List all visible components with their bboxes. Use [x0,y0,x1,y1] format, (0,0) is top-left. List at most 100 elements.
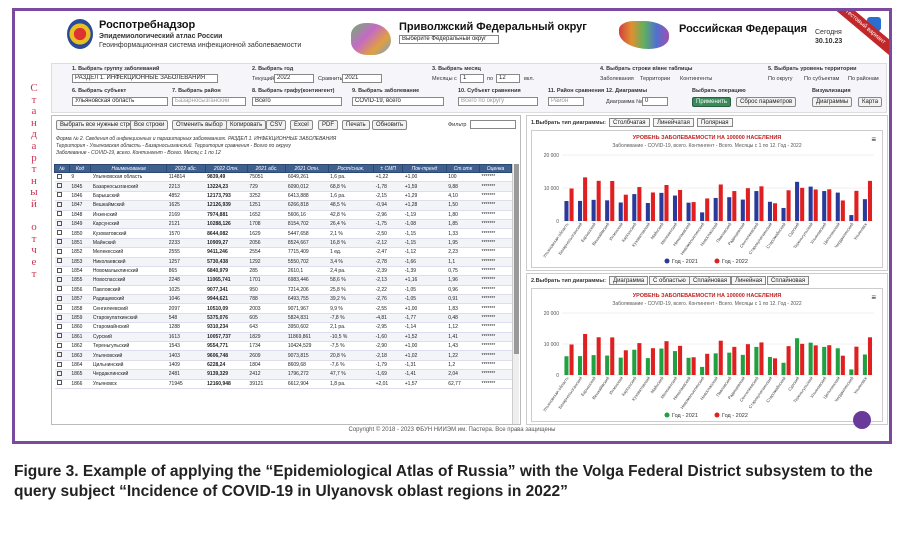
chart1-tab-bar[interactable]: Столбчатая [609,118,650,127]
month-from-input[interactable]: 1 [460,74,484,83]
level-district-radio[interactable]: По округу [768,76,793,82]
row-checkbox[interactable] [54,172,70,183]
compare-subject-select[interactable]: Всего по округу [458,97,538,106]
table-row[interactable]: 1850 Кузоватовский 1570 8644,082 1629 5447,65… [54,228,512,239]
chart2-tab-area[interactable]: С областью [649,276,690,285]
row-checkbox[interactable] [54,360,70,371]
region-select[interactable]: Базарносызганский [172,97,246,106]
checkbox-icon[interactable] [56,314,62,320]
row-checkbox[interactable] [54,238,70,249]
disease-select[interactable]: COVID-19, всего [352,97,444,106]
table-header[interactable]: ± СМП [373,164,404,173]
row-checkbox[interactable] [54,191,70,202]
checkbox-icon[interactable] [56,258,62,264]
row-checkbox[interactable] [54,275,70,286]
refresh-button[interactable]: Обновить [372,120,408,130]
checkbox-icon[interactable] [56,239,62,245]
checkbox-icon[interactable] [56,370,62,376]
table-header[interactable]: № [54,164,70,173]
row-checkbox[interactable] [54,200,70,211]
checkbox-icon[interactable] [56,352,62,358]
row-checkbox[interactable] [54,219,70,230]
checkbox-icon[interactable] [56,286,62,292]
table-row[interactable]: 1854 Новомалыклинский 865 6840,979 285 2610,1… [54,266,512,277]
table-row[interactable]: 1859 Старокулаткинский 548 5375,076 605 5824,… [54,313,512,324]
excel-button[interactable]: Excel [290,120,313,130]
checkbox-icon[interactable] [56,342,62,348]
copy-button[interactable]: Копировать [226,120,267,130]
table-row[interactable]: 9 Ульяновская область 114814 9839,49 75051 60… [54,172,512,183]
table-row[interactable]: 1855 Новоспасский 2248 11065,741 1701 6983,44… [54,275,512,286]
chart2-menu-icon[interactable]: ≡ [871,293,876,302]
row-checkbox[interactable] [54,266,70,277]
checkbox-icon[interactable] [56,276,62,282]
table-row[interactable]: 1861 Сурский 1613 10057,737 1829 11869,861 -10… [54,332,512,343]
row-checkbox[interactable] [54,247,70,258]
row-checkbox[interactable] [54,285,70,296]
row-checkbox[interactable] [54,369,70,380]
table-row[interactable]: 1864 Цильнинский 1409 6228,24 1804 8609,68 -7,… [54,360,512,371]
table-row[interactable]: 1860 Старомайнский 1288 9310,234 643 3950,602… [54,322,512,333]
checkbox-icon[interactable] [56,220,62,226]
print-button[interactable]: Печать [342,120,370,130]
checkbox-icon[interactable] [56,248,62,254]
checkbox-icon[interactable] [56,333,62,339]
checkbox-icon[interactable] [56,267,62,273]
table-header[interactable]: 2021 Отн. [285,164,329,173]
row-checkbox[interactable] [54,303,70,314]
all-rows-button[interactable]: Все строки [130,120,169,130]
column-select[interactable]: Всего [252,97,342,106]
cancel-selection-button[interactable]: Отменить выбор [172,120,227,130]
table-row[interactable]: 1848 Инзенский 2169 7974,881 1652 5606,16 42,8… [54,210,512,220]
table-row[interactable]: 1846 Барышский 4852 12173,793 3252 6413,888 1,… [54,191,512,202]
table-row[interactable]: 1866 Ульяновск 71945 12160,948 39121 6612,904… [54,379,512,390]
table-header[interactable]: 2022 абс. [166,164,206,173]
filter-input[interactable] [470,120,516,129]
table-header[interactable]: Рост/сниж. [327,164,375,173]
level-subjects-radio[interactable]: По субъектам [804,76,840,82]
table-header[interactable]: 2022 Отн. [204,164,248,173]
row-checkbox[interactable] [54,228,70,239]
checkbox-icon[interactable] [56,183,62,189]
rows-contingents-radio[interactable]: Контингенты [680,76,713,82]
scrollbar-thumb[interactable] [514,164,519,354]
row-checkbox[interactable] [54,294,70,305]
row-checkbox[interactable] [54,210,70,220]
checkbox-icon[interactable] [56,201,62,207]
pdf-button[interactable]: PDF [318,120,338,130]
table-row[interactable]: 1862 Тереньгульский 1543 9554,771 1734 10424,… [54,341,512,352]
table-row[interactable]: 1853 Николаевский 1257 5730,438 1292 5550,702… [54,257,512,267]
table-header[interactable]: Наименование [90,164,168,173]
checkbox-icon[interactable] [56,295,62,301]
row-checkbox[interactable] [54,257,70,267]
table-row[interactable]: 1858 Сенгилеевский 2097 10510,09 2003 9071,96… [54,303,512,314]
row-checkbox[interactable] [54,322,70,333]
checkbox-icon[interactable] [56,230,62,236]
compare-region-select[interactable]: Район [548,97,584,106]
subject-select[interactable]: Ульяновская область [72,97,168,106]
reset-params-button[interactable]: Сброс параметров [736,97,797,107]
table-header[interactable]: Оценка [479,164,512,173]
table-header[interactable]: Ст.отк [445,164,481,173]
checkbox-icon[interactable] [56,211,62,217]
table-row[interactable]: 1849 Карсунский 2121 10288,126 1708 8154,702 2… [54,219,512,230]
checkbox-icon[interactable] [56,323,62,329]
level-regions-radio[interactable]: По районам [848,76,879,82]
chart2-tab-spline[interactable]: Сплайновая [689,276,732,285]
row-checkbox[interactable] [54,350,70,361]
chart1-menu-icon[interactable]: ≡ [871,135,876,144]
compare-year-select[interactable]: 2021 [342,74,382,83]
row-checkbox[interactable] [54,332,70,343]
table-header[interactable]: Код [68,164,92,173]
table-header[interactable]: 2021 абс. [246,164,287,173]
checkbox-icon[interactable] [56,380,62,386]
checkbox-icon[interactable] [56,173,62,179]
apply-button[interactable]: Применить [692,97,732,107]
map-button[interactable]: Карта [858,97,883,107]
disease-group-select[interactable]: РАЗДЕЛ 1. ИНФЕКЦИОННЫЕ ЗАБОЛЕВАНИЯ [72,74,218,83]
year-select[interactable]: 2022 [274,74,314,83]
month-to-input[interactable]: 12 [496,74,520,83]
table-row[interactable]: 1845 Базарносызганский 2213 13224,23 729 6090… [54,181,512,192]
table-row[interactable]: 1851 Майнский 2233 10909,27 2056 8524,667 16,8… [54,238,512,249]
table-row[interactable]: 1857 Радищевский 1046 9944,621 788 6493,755 39… [54,294,512,305]
